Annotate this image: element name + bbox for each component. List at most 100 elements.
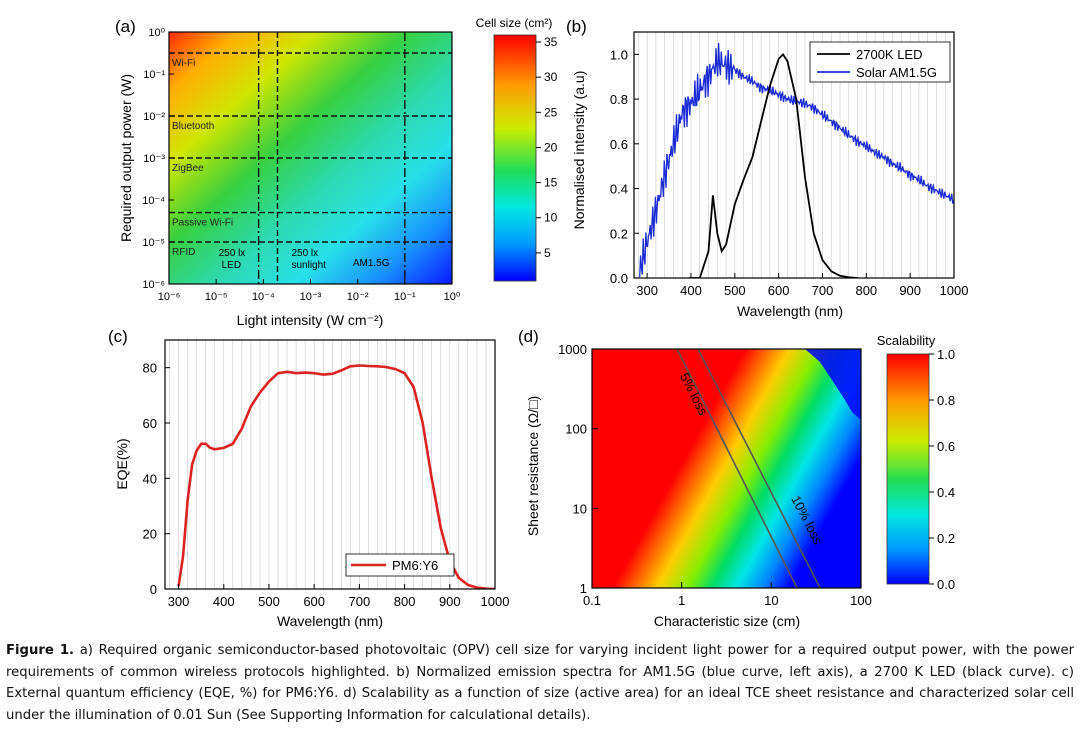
y-ticks-a: 10⁰ 10⁻¹ 10⁻² 10⁻³ 10⁻⁴ 10⁻⁵ 10⁻⁶ bbox=[142, 27, 174, 291]
y-tick-label-a: 10⁻⁵ bbox=[142, 237, 165, 249]
y-tick-label-b: 0.0 bbox=[610, 271, 628, 286]
vline-label-led-2: LED bbox=[222, 260, 241, 271]
y-tick-label-b: 1.0 bbox=[610, 47, 628, 62]
x-tick-label-c: 800 bbox=[394, 594, 416, 609]
y-tick-label-c: 80 bbox=[143, 361, 157, 376]
figure-caption: Figure 1. a) Required organic semiconduc… bbox=[6, 640, 1074, 726]
y-tick-label-d: 10 bbox=[573, 501, 587, 516]
y-tick-label-c: 60 bbox=[143, 416, 157, 431]
x-tick-label-a: 10⁰ bbox=[444, 291, 461, 303]
hline-label-1: Bluetooth bbox=[172, 121, 214, 132]
panel-a-label: (a) bbox=[115, 17, 136, 36]
x-tick-label-a: 10⁻¹ bbox=[394, 291, 416, 303]
y-axis-label-c: EQE(%) bbox=[114, 438, 130, 489]
colorbar-tick-label-d: 0.4 bbox=[937, 485, 955, 500]
colorbar-tick-label-a: 15 bbox=[544, 176, 558, 190]
x-tick-label-d: 100 bbox=[850, 593, 872, 608]
y-tick-label-c: 40 bbox=[143, 471, 157, 486]
colorbar-tick-label-d: 0.2 bbox=[937, 531, 955, 546]
y-tick-label-a: 10⁻⁴ bbox=[142, 195, 165, 207]
x-tick-label-a: 10⁻² bbox=[347, 291, 369, 303]
gridlines-c bbox=[169, 340, 496, 589]
panel-d-label: (d) bbox=[518, 327, 539, 346]
axes-frame-d bbox=[591, 348, 862, 589]
panel-b-label: (b) bbox=[566, 17, 587, 36]
x-tick-label-c: 500 bbox=[258, 594, 280, 609]
y-tick-label-b: 0.4 bbox=[610, 182, 628, 197]
panel-c-label: (c) bbox=[108, 327, 128, 346]
contour-10-loss bbox=[697, 349, 821, 588]
legend-label-led: 2700K LED bbox=[856, 47, 923, 62]
panel-c: (c) 300 400 500 600 700 800 900 1000 020406080 … bbox=[108, 327, 509, 629]
y-tick-label-c: 0 bbox=[150, 582, 157, 597]
legend-c: PM6:Y6 bbox=[345, 553, 455, 577]
x-axis-label-b: Wavelength (nm) bbox=[737, 303, 843, 319]
colorbar-tick-label-d: 0.8 bbox=[937, 393, 955, 408]
x-tick-label-b: 500 bbox=[724, 283, 746, 298]
y-tick-label-a: 10⁻² bbox=[143, 111, 165, 123]
y-ticks-c: 0 20 40 60 80 bbox=[143, 361, 170, 597]
colorbar-tick-label-a: 5 bbox=[544, 246, 551, 260]
colorbar-tick-label-a: 10 bbox=[544, 211, 558, 225]
y-tick-label-a: 10⁻⁶ bbox=[142, 279, 165, 291]
x-tick-label-b: 900 bbox=[899, 283, 921, 298]
legend-label-solar: Solar AM1.5G bbox=[856, 65, 937, 80]
figure: (a) Wi-Fi Bluetooth ZigBee Passive Wi-Fi RFI… bbox=[108, 16, 968, 629]
hline-label-4: RFID bbox=[172, 247, 195, 258]
y-ticks-d: 1000 100 10 1 bbox=[558, 342, 598, 596]
x-tick-label-c: 1000 bbox=[481, 594, 510, 609]
colorbar-title-a: Cell size (cm²) bbox=[476, 16, 553, 30]
x-tick-label-b: 800 bbox=[855, 283, 877, 298]
y-tick-label-b: 0.6 bbox=[610, 137, 628, 152]
x-tick-label-c: 600 bbox=[303, 594, 325, 609]
y-tick-label-b: 0.8 bbox=[610, 92, 628, 107]
colorbar-tick-label-a: 25 bbox=[544, 105, 558, 119]
y-tick-label-c: 20 bbox=[143, 527, 157, 542]
x-tick-label-c: 400 bbox=[213, 594, 235, 609]
x-axis-label-d: Characteristic size (cm) bbox=[654, 613, 800, 629]
x-ticks-b: 300 400 500 600 700 800 900 1000 bbox=[636, 273, 968, 298]
hline-label-2: ZigBee bbox=[172, 163, 204, 174]
x-tick-label-c: 300 bbox=[168, 594, 190, 609]
x-tick-label-d: 0.1 bbox=[583, 593, 601, 608]
legend-b: 2700K LED Solar AM1.5G bbox=[809, 41, 951, 83]
y-axis-label-d: Sheet resistance (Ω/□) bbox=[525, 396, 541, 536]
y-tick-label-a: 10⁻³ bbox=[143, 153, 165, 165]
x-tick-label-b: 700 bbox=[812, 283, 834, 298]
x-ticks-a: 10⁻⁶ 10⁻⁵ 10⁻⁴ 10⁻³ 10⁻² 10⁻¹ 10⁰ bbox=[158, 279, 461, 303]
x-tick-label-c: 700 bbox=[349, 594, 371, 609]
x-tick-label-a: 10⁻⁴ bbox=[252, 291, 275, 303]
colorbar-tick-label-d: 0.0 bbox=[937, 577, 955, 592]
legend-box-b bbox=[809, 41, 951, 83]
x-tick-label-b: 1000 bbox=[940, 283, 969, 298]
heatmap-a bbox=[169, 32, 452, 284]
x-ticks-c: 300 400 500 600 700 800 900 1000 bbox=[168, 584, 510, 609]
heatmap-d-blue-region bbox=[805, 349, 861, 420]
y-tick-label-a: 10⁰ bbox=[148, 27, 165, 39]
x-tick-label-b: 400 bbox=[680, 283, 702, 298]
vline-label-sun-1: 250 lx bbox=[291, 248, 318, 259]
y-tick-label-d: 1000 bbox=[558, 342, 587, 357]
heatmap-d bbox=[592, 349, 861, 588]
y-axis-label-b: Normalised intensity (a.u) bbox=[571, 71, 587, 230]
colorbar-tick-label-a: 35 bbox=[544, 35, 558, 49]
x-axis-label-c: Wavelength (nm) bbox=[277, 613, 383, 629]
y-tick-label-d: 1 bbox=[580, 581, 587, 596]
y-tick-label-d: 100 bbox=[565, 422, 587, 437]
colorbar-tick-label-d: 0.6 bbox=[937, 439, 955, 454]
hline-label-3: Passive Wi-Fi bbox=[172, 218, 233, 229]
contour-5-loss bbox=[676, 349, 798, 588]
x-axis-label-a: Light intensity (W cm⁻²) bbox=[237, 312, 384, 328]
vline-label-led-1: 250 lx bbox=[219, 248, 246, 259]
panel-b: (b) 300 400 500 600 700 800 900 1000 0.00.20.40… bbox=[566, 17, 968, 319]
x-tick-label-b: 600 bbox=[768, 283, 790, 298]
x-tick-label-a: 10⁻⁵ bbox=[205, 291, 228, 303]
y-ticks-b: 0.0 0.2 0.4 0.6 0.8 1.0 bbox=[610, 47, 639, 286]
y-tick-label-a: 10⁻¹ bbox=[143, 69, 165, 81]
panel-d: (d) 5% loss 10% loss 0.1 1 10 100 100010010… bbox=[518, 327, 955, 629]
y-tick-label-b: 0.2 bbox=[610, 226, 628, 241]
legend-label-pm6y6: PM6:Y6 bbox=[392, 558, 438, 573]
protocol-lines: Wi-Fi Bluetooth ZigBee Passive Wi-Fi RFID 250… bbox=[169, 32, 452, 284]
x-tick-label-a: 10⁻³ bbox=[300, 291, 322, 303]
x-tick-label-d: 1 bbox=[678, 593, 685, 608]
